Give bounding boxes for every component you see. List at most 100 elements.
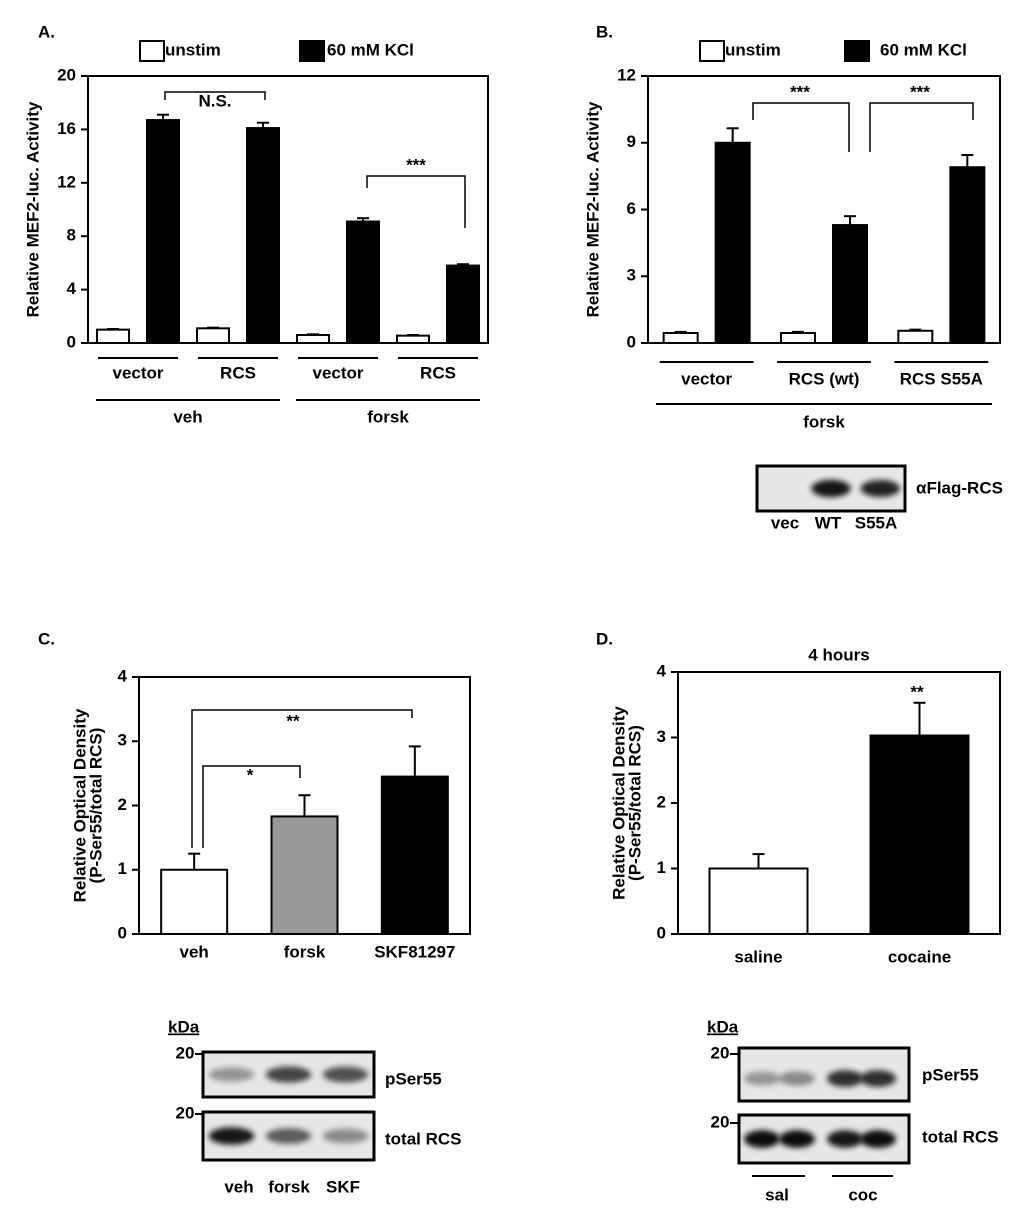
- blot-band: [860, 1130, 896, 1148]
- blot-band-label: pSer55: [922, 1065, 979, 1084]
- x-tick-label: RCS: [220, 363, 256, 382]
- blot-band: [860, 479, 901, 498]
- bar: [146, 119, 180, 345]
- y-axis-label: Relative Optical Density: [70, 708, 89, 902]
- y-tick-label: 6: [627, 199, 636, 218]
- bar: [196, 327, 230, 345]
- significance-bracket: [202, 765, 301, 848]
- blot-lane-label: coc: [848, 1185, 877, 1204]
- x-tick-label: RCS: [420, 363, 456, 382]
- bar: [446, 264, 480, 345]
- plot-frame: [87, 75, 489, 344]
- bar: [396, 334, 430, 345]
- annotation: **: [910, 682, 924, 701]
- x-tick-label: RCS (wt): [789, 369, 860, 388]
- plot-frame: [677, 671, 1001, 935]
- chart-title: 4 hours: [808, 645, 869, 664]
- significance-bracket: [752, 102, 850, 152]
- blot-lane-label: veh: [224, 1177, 253, 1196]
- significance-bracket: [191, 709, 413, 848]
- y-tick-label: 0: [118, 923, 127, 942]
- blot-lane-label: S55A: [855, 513, 898, 532]
- bar: [897, 329, 934, 345]
- blot-band: [827, 1070, 863, 1087]
- blot-band: [779, 1130, 815, 1148]
- blot-band: [208, 1127, 255, 1145]
- bar: [296, 333, 330, 344]
- blot-band: [744, 1071, 780, 1086]
- blot-marker: 20: [176, 1043, 195, 1062]
- significance-bracket: [164, 91, 266, 100]
- x-tick-label: vector: [312, 363, 363, 382]
- blot-band: [265, 1066, 312, 1083]
- bar: [160, 868, 229, 935]
- blot-lane-label: WT: [815, 513, 842, 532]
- panel-label: C.: [38, 629, 55, 648]
- blot-unit: kDa: [707, 1017, 739, 1036]
- blot-unit: kDa: [168, 1017, 200, 1036]
- y-tick-label: 8: [67, 226, 76, 245]
- group-label: forsk: [803, 412, 845, 431]
- blot-lane-label: vec: [771, 513, 799, 532]
- y-axis-label: (P-Ser55/total RCS): [86, 728, 105, 884]
- panel-label: A.: [38, 22, 55, 41]
- bar: [869, 734, 970, 935]
- annotation: ***: [406, 155, 426, 174]
- bar: [346, 220, 380, 344]
- x-tick-label: veh: [180, 942, 209, 961]
- annotation: ***: [910, 82, 930, 101]
- legend-swatch: [699, 40, 725, 62]
- y-tick-label: 12: [57, 172, 76, 191]
- y-tick-label: 1: [657, 858, 666, 877]
- bar: [270, 815, 339, 935]
- group-label: veh: [173, 407, 202, 426]
- blot-band-label: αFlag-RCS: [916, 478, 1003, 497]
- y-tick-label: 4: [67, 279, 77, 298]
- blot-band: [744, 1130, 780, 1148]
- y-tick-label: 2: [118, 795, 127, 814]
- annotation: **: [286, 711, 300, 730]
- bar: [714, 141, 751, 344]
- annotation: N.S.: [198, 91, 231, 110]
- y-axis-label: Relative Optical Density: [609, 706, 628, 900]
- y-axis-label: (P-Ser55/total RCS): [625, 725, 644, 881]
- annotation: *: [247, 765, 254, 784]
- y-tick-label: 3: [657, 727, 666, 746]
- blot-band-label: total RCS: [385, 1129, 462, 1148]
- bar: [380, 775, 449, 936]
- legend-label: unstim: [725, 40, 781, 59]
- x-tick-label: vector: [681, 369, 732, 388]
- panel-label: D.: [596, 629, 613, 648]
- blot-lane-label: SKF: [326, 1177, 360, 1196]
- significance-bracket: [869, 102, 974, 152]
- bar: [708, 867, 809, 935]
- bar: [246, 127, 280, 344]
- y-tick-label: 3: [627, 266, 636, 285]
- group-label: forsk: [367, 407, 409, 426]
- y-tick-label: 12: [617, 65, 636, 84]
- legend-label: 60 mM KCl: [327, 40, 414, 59]
- y-axis-label: Relative MEF2-luc. Activity: [23, 101, 42, 317]
- x-tick-label: vector: [112, 363, 163, 382]
- x-tick-label: SKF81297: [374, 942, 455, 961]
- y-tick-label: 2: [657, 792, 666, 811]
- y-tick-label: 0: [67, 332, 76, 351]
- legend-swatch: [139, 40, 165, 62]
- blot-band: [265, 1128, 312, 1144]
- blot-band: [811, 479, 851, 498]
- legend-label: unstim: [165, 40, 221, 59]
- bar: [832, 224, 868, 344]
- y-axis-label: Relative MEF2-luc. Activity: [583, 101, 602, 317]
- y-tick-label: 4: [118, 666, 128, 685]
- blot-band: [827, 1130, 863, 1148]
- blot-marker: 20: [711, 1043, 730, 1062]
- legend-swatch: [844, 40, 870, 62]
- blot-band: [322, 1066, 369, 1083]
- plot-frame: [138, 676, 471, 935]
- blot-lane-label: sal: [765, 1185, 789, 1204]
- blot-band: [208, 1067, 255, 1082]
- panel-label: B.: [596, 22, 613, 41]
- annotation: ***: [790, 82, 810, 101]
- blot-marker: 20: [711, 1112, 730, 1131]
